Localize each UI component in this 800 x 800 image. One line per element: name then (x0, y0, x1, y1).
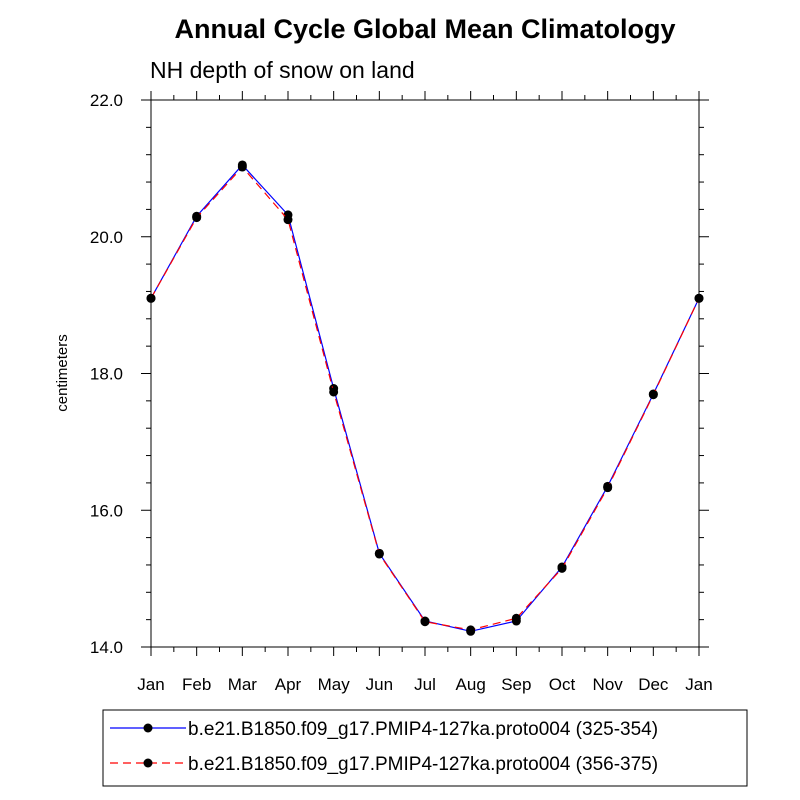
y-tick-label: 16.0 (90, 501, 123, 520)
data-point (557, 563, 567, 573)
x-tick-label: May (318, 675, 351, 694)
x-tick-label: Aug (456, 675, 486, 694)
x-tick-label: Apr (275, 675, 302, 694)
x-tick-label: Feb (182, 675, 211, 694)
y-tick-labels: 14.0 16.0 18.0 20.0 22.0 (90, 91, 123, 657)
series-lines (146, 160, 704, 636)
data-point (694, 293, 704, 303)
data-point (237, 162, 247, 172)
data-point (283, 215, 293, 225)
x-tick-label: Jun (366, 675, 393, 694)
x-tick-label: Jan (685, 675, 712, 694)
x-tick-label: Jul (414, 675, 436, 694)
axis-ticks (141, 91, 709, 656)
chart-title: Annual Cycle Global Mean Climatology (174, 14, 675, 44)
x-tick-label: Sep (501, 675, 531, 694)
data-point (146, 293, 156, 303)
legend-box (102, 709, 748, 787)
x-tick-label: Dec (638, 675, 669, 694)
data-point (329, 387, 339, 397)
data-point (192, 213, 202, 223)
data-point (648, 390, 658, 400)
y-tick-label: 14.0 (90, 638, 123, 657)
data-point (466, 625, 476, 635)
legend-marker (143, 758, 153, 768)
series-1 (146, 160, 704, 636)
data-point (603, 483, 613, 493)
data-point (420, 617, 430, 627)
x-tick-label: Oct (549, 675, 576, 694)
chart-subtitle: NH depth of snow on land (150, 57, 415, 83)
x-tick-label: Nov (593, 675, 624, 694)
legend-marker (143, 723, 153, 733)
data-point (511, 613, 521, 623)
y-tick-label: 22.0 (90, 91, 123, 110)
legend: b.e21.B1850.f09_g17.PMIP4-127ka.proto004… (110, 719, 658, 775)
x-tick-labels: Jan Feb Mar Apr May Jun Jul Aug Sep Oct Nov Dec Jan (137, 675, 712, 694)
y-axis-label: centimeters (54, 334, 71, 412)
y-tick-label: 20.0 (90, 228, 123, 247)
series-2 (146, 162, 704, 635)
y-tick-label: 18.0 (90, 365, 123, 384)
series-line (150, 164, 700, 632)
legend-label: b.e21.B1850.f09_g17.PMIP4-127ka.proto004… (188, 719, 658, 740)
data-point (374, 549, 384, 559)
x-tick-label: Mar (228, 675, 258, 694)
x-tick-label: Jan (137, 675, 164, 694)
plot-area (150, 99, 700, 648)
legend-label: b.e21.B1850.f09_g17.PMIP4-127ka.proto004… (188, 754, 658, 775)
series-line (150, 166, 700, 631)
